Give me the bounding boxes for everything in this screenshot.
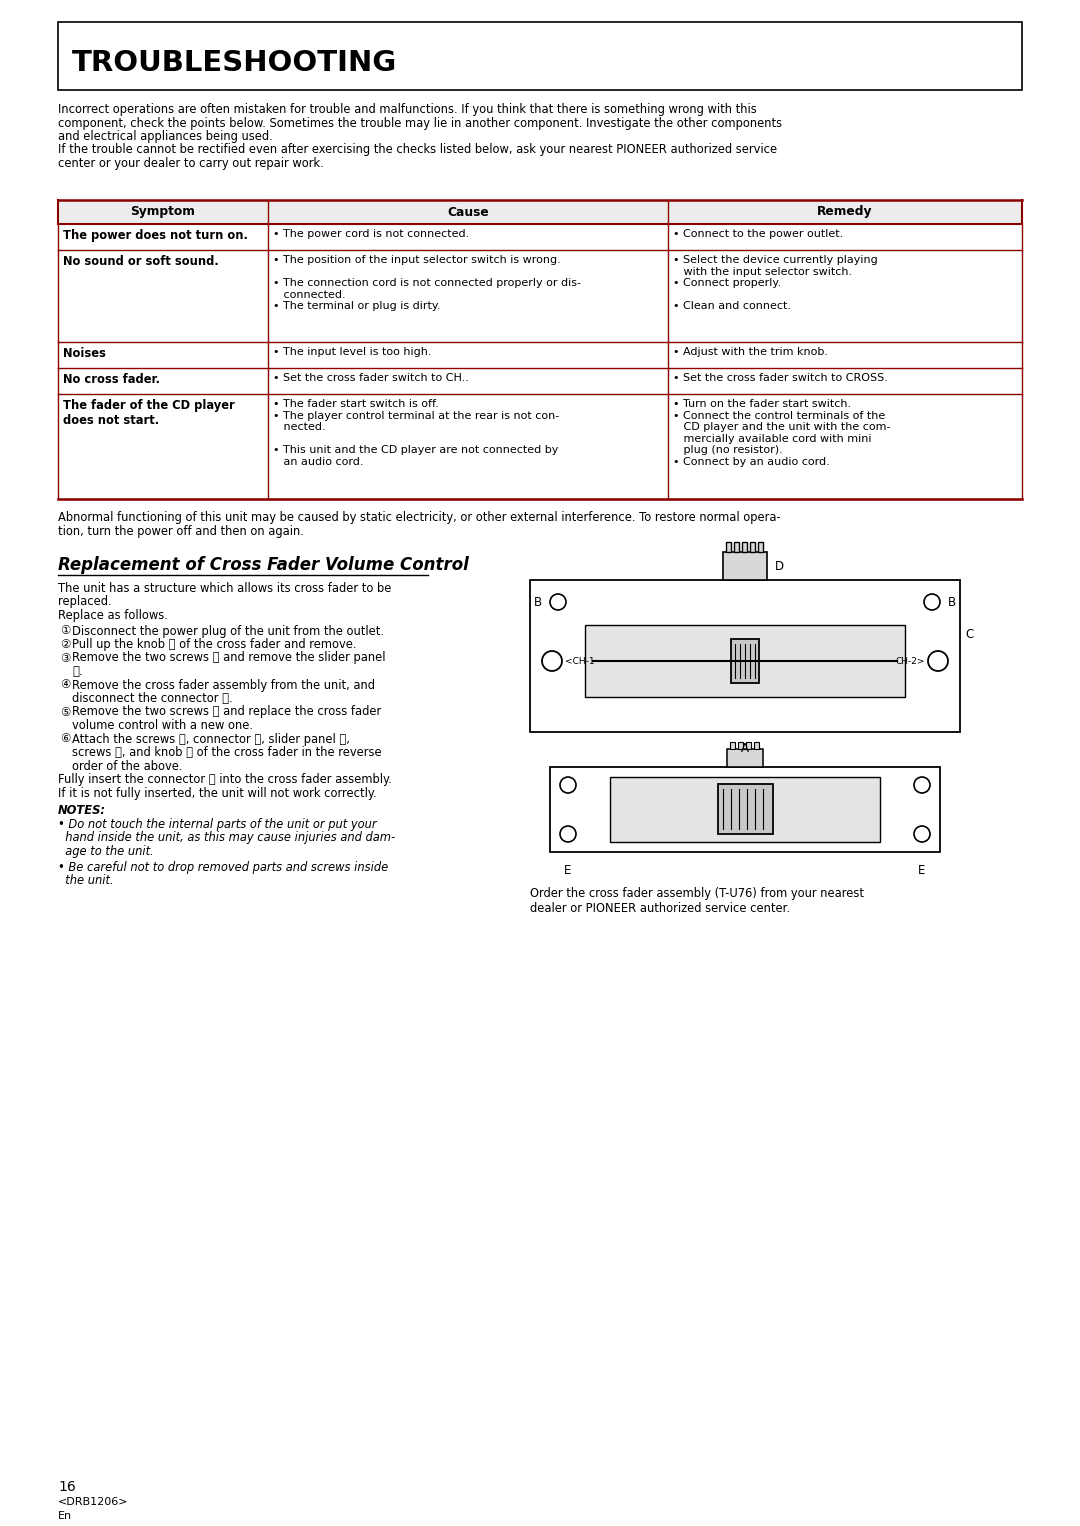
Text: ②: ② xyxy=(60,638,70,652)
Text: replaced.: replaced. xyxy=(58,595,111,609)
Bar xyxy=(585,626,905,697)
Text: tion, turn the power off and then on again.: tion, turn the power off and then on aga… xyxy=(58,525,303,537)
Text: ①: ① xyxy=(60,624,70,638)
Text: Cause: Cause xyxy=(447,206,489,218)
Text: Order the cross fader assembly (T-U76) from your nearest
dealer or PIONEER autho: Order the cross fader assembly (T-U76) f… xyxy=(530,887,864,916)
Text: Incorrect operations are often mistaken for trouble and malfunctions. If you thi: Incorrect operations are often mistaken … xyxy=(58,102,757,116)
Text: • Connect to the power outlet.: • Connect to the power outlet. xyxy=(673,229,843,240)
Text: and electrical appliances being used.: and electrical appliances being used. xyxy=(58,130,273,143)
Text: Ⓒ.: Ⓒ. xyxy=(72,665,82,678)
Text: En: En xyxy=(58,1511,72,1521)
Text: • The power cord is not connected.: • The power cord is not connected. xyxy=(273,229,469,240)
Text: • Be careful not to drop removed parts and screws inside: • Be careful not to drop removed parts a… xyxy=(58,861,388,873)
Text: the unit.: the unit. xyxy=(58,874,113,887)
Text: Disconnect the power plug of the unit from the outlet.: Disconnect the power plug of the unit fr… xyxy=(72,624,384,638)
Text: <CH-1: <CH-1 xyxy=(565,656,595,665)
Text: C: C xyxy=(966,629,973,641)
Text: No sound or soft sound.: No sound or soft sound. xyxy=(63,255,219,269)
Bar xyxy=(738,742,743,749)
Bar xyxy=(58,200,1022,224)
Bar xyxy=(723,552,767,580)
Text: B: B xyxy=(534,595,542,609)
Bar xyxy=(758,542,762,552)
Text: E: E xyxy=(918,864,926,877)
Text: • Set the cross fader switch to CROSS.: • Set the cross fader switch to CROSS. xyxy=(673,372,888,383)
Text: No cross fader.: No cross fader. xyxy=(63,372,160,386)
Text: volume control with a new one.: volume control with a new one. xyxy=(72,719,253,732)
Text: Fully insert the connector Ⓓ into the cross fader assembly.: Fully insert the connector Ⓓ into the cr… xyxy=(58,774,392,786)
Text: center or your dealer to carry out repair work.: center or your dealer to carry out repai… xyxy=(58,157,324,169)
Text: • Set the cross fader switch to CH..: • Set the cross fader switch to CH.. xyxy=(273,372,469,383)
Circle shape xyxy=(928,652,948,671)
Text: • The position of the input selector switch is wrong.

• The connection cord is : • The position of the input selector swi… xyxy=(273,255,581,311)
Text: Remove the cross fader assembly from the unit, and: Remove the cross fader assembly from the… xyxy=(72,679,375,691)
Text: Remedy: Remedy xyxy=(818,206,873,218)
Bar xyxy=(734,542,739,552)
Text: If it is not fully inserted, the unit will not work correctly.: If it is not fully inserted, the unit wi… xyxy=(58,786,377,800)
Text: • Turn on the fader start switch.
• Connect the control terminals of the
   CD p: • Turn on the fader start switch. • Conn… xyxy=(673,398,891,467)
Text: Symptom: Symptom xyxy=(131,206,195,218)
Circle shape xyxy=(924,594,940,610)
Text: The fader of the CD player
does not start.: The fader of the CD player does not star… xyxy=(63,398,234,427)
Circle shape xyxy=(542,652,562,671)
Circle shape xyxy=(561,777,576,794)
Text: screws Ⓑ, and knob Ⓐ of the cross fader in the reverse: screws Ⓑ, and knob Ⓐ of the cross fader … xyxy=(72,746,381,758)
Bar xyxy=(726,542,731,552)
Text: ④: ④ xyxy=(60,679,70,691)
Circle shape xyxy=(550,594,566,610)
Bar xyxy=(718,784,773,835)
Bar xyxy=(754,742,759,749)
Text: If the trouble cannot be rectified even after exercising the checks listed below: If the trouble cannot be rectified even … xyxy=(58,143,778,157)
Text: Abnormal functioning of this unit may be caused by static electricity, or other : Abnormal functioning of this unit may be… xyxy=(58,511,781,523)
Bar xyxy=(727,749,762,768)
Text: • Adjust with the trim knob.: • Adjust with the trim knob. xyxy=(673,346,828,357)
Text: B: B xyxy=(948,595,956,609)
Text: NOTES:: NOTES: xyxy=(58,804,106,816)
Bar xyxy=(610,777,880,842)
Bar xyxy=(742,542,747,552)
Text: Replacement of Cross Fader Volume Control: Replacement of Cross Fader Volume Contro… xyxy=(58,555,469,574)
Text: The power does not turn on.: The power does not turn on. xyxy=(63,229,248,243)
Text: TROUBLESHOOTING: TROUBLESHOOTING xyxy=(72,49,397,76)
Text: 16: 16 xyxy=(58,1480,76,1494)
Bar xyxy=(746,742,751,749)
Text: CH-2>: CH-2> xyxy=(895,656,924,665)
Bar xyxy=(550,768,940,852)
Bar xyxy=(731,639,759,684)
Circle shape xyxy=(914,826,930,842)
Bar xyxy=(58,21,1022,90)
Text: E: E xyxy=(565,864,571,877)
Text: Remove the two screws Ⓔ and replace the cross fader: Remove the two screws Ⓔ and replace the … xyxy=(72,705,381,719)
Text: Remove the two screws Ⓑ and remove the slider panel: Remove the two screws Ⓑ and remove the s… xyxy=(72,652,386,664)
Bar xyxy=(730,742,735,749)
Text: Noises: Noises xyxy=(63,346,106,360)
Text: age to the unit.: age to the unit. xyxy=(58,845,153,858)
Text: component, check the points below. Sometimes the trouble may lie in another comp: component, check the points below. Somet… xyxy=(58,116,782,130)
Bar xyxy=(750,542,755,552)
Text: • The input level is too high.: • The input level is too high. xyxy=(273,346,432,357)
Text: • Select the device currently playing
   with the input selector switch.
• Conne: • Select the device currently playing wi… xyxy=(673,255,878,311)
Text: hand inside the unit, as this may cause injuries and dam-: hand inside the unit, as this may cause … xyxy=(58,832,395,844)
Text: Replace as follows.: Replace as follows. xyxy=(58,609,167,623)
Text: A: A xyxy=(741,742,750,755)
Circle shape xyxy=(561,826,576,842)
Text: ⑤: ⑤ xyxy=(60,705,70,719)
Text: disconnect the connector Ⓓ.: disconnect the connector Ⓓ. xyxy=(72,691,232,705)
Circle shape xyxy=(914,777,930,794)
Text: Attach the screws Ⓔ, connector Ⓓ, slider panel Ⓒ,: Attach the screws Ⓔ, connector Ⓓ, slider… xyxy=(72,732,350,746)
Text: • Do not touch the internal parts of the unit or put your: • Do not touch the internal parts of the… xyxy=(58,818,377,832)
Text: The unit has a structure which allows its cross fader to be: The unit has a structure which allows it… xyxy=(58,581,391,595)
Bar xyxy=(530,580,960,732)
Text: ③: ③ xyxy=(60,652,70,664)
Text: order of the above.: order of the above. xyxy=(72,760,183,772)
Text: D: D xyxy=(775,560,784,572)
Text: <DRB1206>: <DRB1206> xyxy=(58,1497,129,1508)
Text: Pull up the knob Ⓐ of the cross fader and remove.: Pull up the knob Ⓐ of the cross fader an… xyxy=(72,638,356,652)
Text: ⑥: ⑥ xyxy=(60,732,70,746)
Text: • The fader start switch is off.
• The player control terminal at the rear is no: • The fader start switch is off. • The p… xyxy=(273,398,559,467)
